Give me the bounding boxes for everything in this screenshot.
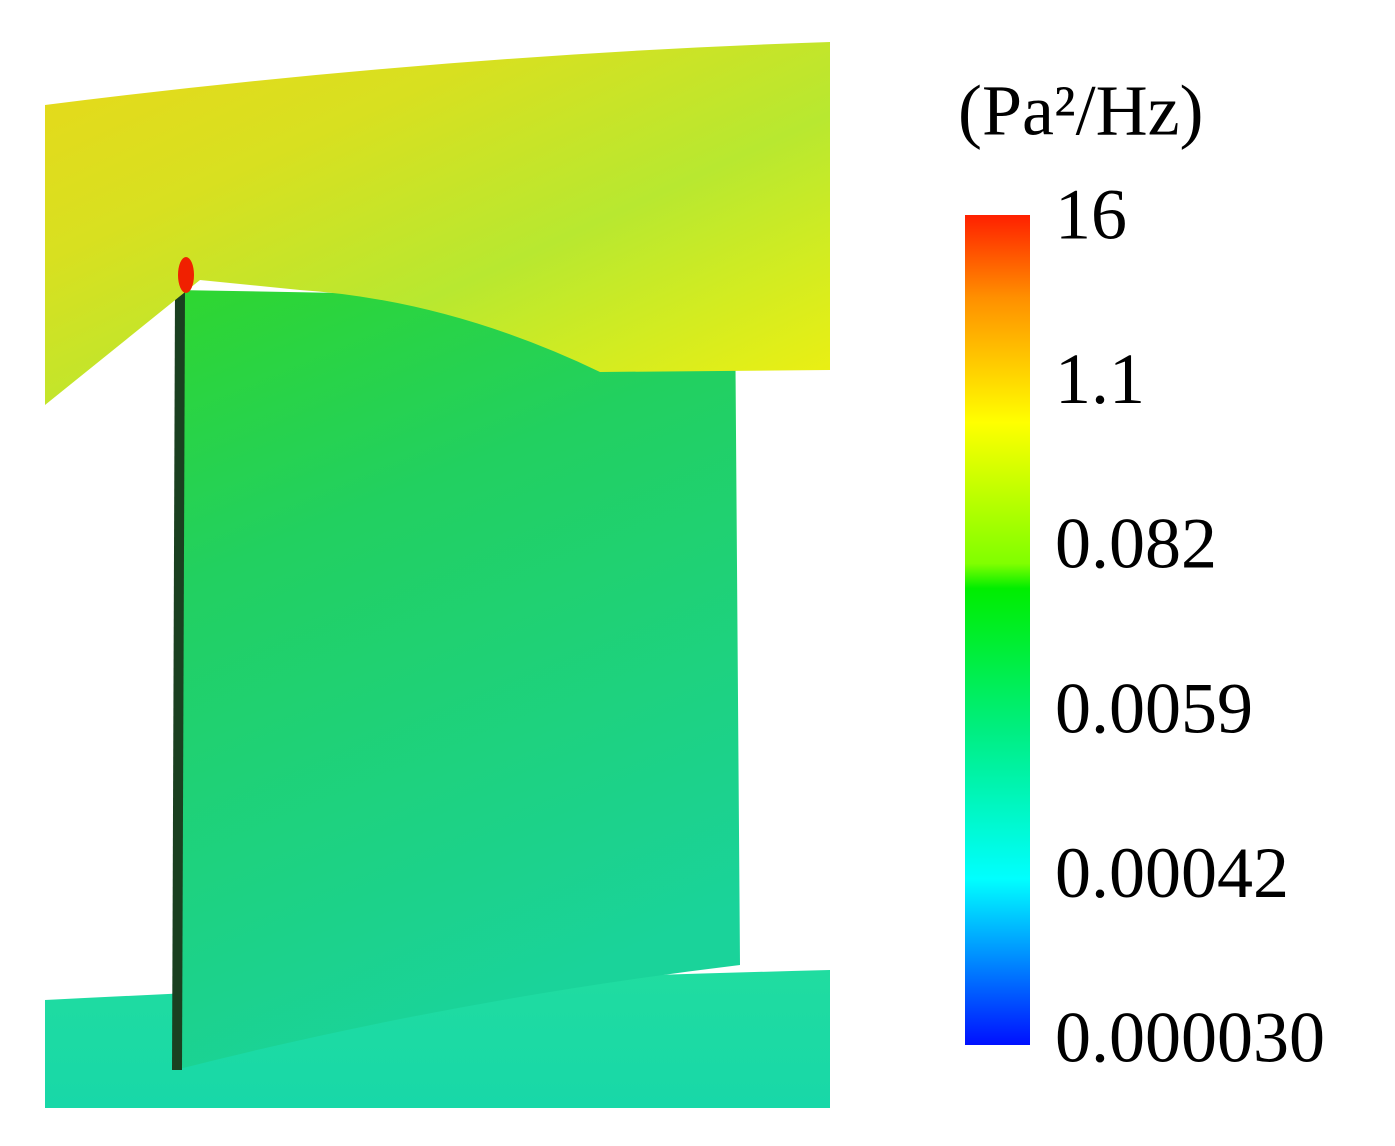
- shroud: [45, 42, 830, 405]
- hotspot: [178, 257, 194, 293]
- colorbar-label: 1.1: [1055, 339, 1145, 419]
- colorbar-unit: (Pa²/Hz): [958, 71, 1204, 151]
- colorbar-label: 0.0059: [1055, 668, 1253, 748]
- contour-image: [45, 42, 830, 1108]
- colorbar-label: 0.000030: [1055, 998, 1325, 1078]
- colorbar: [965, 215, 1030, 1045]
- colorbar-label: 16: [1055, 175, 1127, 255]
- blade: [175, 290, 740, 1070]
- colorbar-labels: 16 1.1 0.082 0.0059 0.00042 0.000030: [1055, 175, 1325, 1078]
- blade-edge: [172, 290, 185, 1070]
- colorbar-label: 0.082: [1055, 504, 1217, 584]
- colorbar-label: 0.00042: [1055, 833, 1289, 913]
